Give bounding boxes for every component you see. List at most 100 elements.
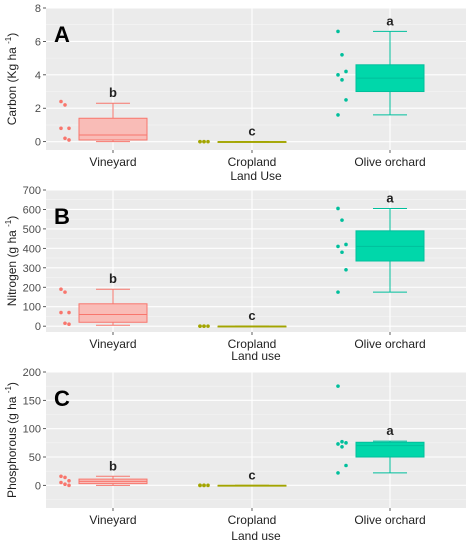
- data-point: [202, 324, 206, 328]
- y-tick-label: 200: [23, 367, 41, 379]
- data-point: [198, 324, 202, 328]
- data-point: [344, 441, 348, 445]
- y-tick-label: 0: [35, 321, 41, 333]
- panel-a: 0 2 4 6 8 b c a Vineyard Cropland Olive orchard Lan…: [4, 3, 466, 183]
- box-vineyard: [78, 475, 148, 486]
- y-tick-label: 8: [35, 3, 41, 15]
- panel-c: 0 50 100 150 200 b c a Vineyard Cropland Olive orc…: [4, 367, 466, 543]
- data-point: [63, 482, 67, 487]
- data-point: [340, 250, 344, 255]
- data-point: [59, 474, 63, 479]
- box-cropland: [217, 325, 287, 328]
- significance-letter: a: [386, 13, 394, 28]
- y-tick-label: 0: [35, 137, 41, 149]
- data-point: [344, 267, 348, 272]
- data-point: [344, 69, 348, 74]
- data-point: [344, 98, 348, 102]
- data-point: [206, 483, 210, 488]
- x-axis-label: Land use: [231, 349, 281, 363]
- data-point: [59, 310, 63, 315]
- data-point: [336, 73, 340, 77]
- y-axis-label: Carbon (Kg ha -1): [4, 33, 19, 126]
- box-olive-orchard: [355, 30, 425, 116]
- data-point: [336, 113, 340, 117]
- y-tick-label: 700: [23, 185, 41, 197]
- x-axis-label: Land Use: [230, 169, 282, 183]
- panel-letter: B: [54, 204, 70, 229]
- plot-background: [46, 372, 466, 508]
- significance-letter: a: [386, 190, 394, 205]
- panel-b: 0 100 200 300 400 500 600 700 b c a Vineyard Croplan…: [4, 185, 466, 363]
- panel-letter: C: [54, 386, 70, 411]
- data-point: [336, 384, 340, 388]
- x-tick-label: Olive orchard: [354, 513, 425, 527]
- y-tick-label: 100: [23, 424, 41, 436]
- x-tick-label: Vineyard: [89, 337, 136, 351]
- data-point: [336, 29, 340, 34]
- x-tick-label: Cropland: [228, 513, 277, 527]
- data-point: [67, 483, 71, 488]
- data-point: [340, 218, 344, 222]
- significance-letter: c: [248, 308, 255, 323]
- data-point: [206, 139, 210, 144]
- data-point: [344, 242, 348, 247]
- significance-letter: b: [109, 85, 117, 100]
- significance-letter: c: [248, 124, 255, 139]
- box-olive-orchard: [355, 207, 425, 293]
- data-point: [63, 290, 67, 294]
- y-tick-label: 200: [23, 282, 41, 294]
- x-tick-label: Cropland: [228, 337, 277, 351]
- data-point: [63, 321, 67, 326]
- data-point: [340, 439, 344, 444]
- data-point: [336, 290, 340, 294]
- significance-letter: b: [109, 271, 117, 286]
- data-point: [206, 324, 210, 328]
- box-iqr: [355, 441, 425, 458]
- data-point: [59, 126, 63, 131]
- data-point: [198, 483, 202, 488]
- significance-letter: c: [248, 467, 255, 482]
- data-point: [67, 126, 71, 131]
- y-tick-label: 0: [35, 480, 41, 492]
- y-tick-label: 100: [23, 302, 41, 314]
- data-point: [340, 52, 344, 57]
- data-point: [336, 244, 340, 249]
- data-point: [336, 442, 340, 446]
- y-tick-label: 4: [35, 70, 41, 82]
- data-point: [59, 99, 63, 104]
- data-point: [340, 445, 344, 449]
- box-cropland: [217, 484, 287, 487]
- data-point: [336, 471, 340, 475]
- y-axis-label: Phosphorous (g ha -1): [4, 382, 19, 498]
- data-point: [202, 483, 206, 488]
- box-olive-orchard: [355, 440, 425, 474]
- data-point: [67, 322, 71, 327]
- y-tick-label: 400: [23, 243, 41, 255]
- x-tick-label: Cropland: [228, 155, 277, 169]
- y-tick-label: 2: [35, 103, 41, 115]
- data-point: [344, 463, 348, 468]
- box-iqr: [78, 117, 148, 141]
- x-tick-label: Vineyard: [89, 513, 136, 527]
- box-vineyard: [78, 102, 148, 143]
- box-cropland: [217, 141, 287, 143]
- data-point: [340, 78, 344, 82]
- data-point: [67, 479, 71, 483]
- data-point: [198, 139, 202, 144]
- x-tick-label: Vineyard: [89, 155, 136, 169]
- y-tick-label: 500: [23, 224, 41, 236]
- x-axis-label: Land use: [231, 529, 281, 543]
- y-axis-label: Nitrogen (g ha -1): [4, 216, 19, 307]
- y-tick-label: 300: [23, 263, 41, 275]
- data-point: [67, 138, 71, 142]
- data-point: [59, 480, 63, 485]
- data-point: [336, 206, 340, 211]
- significance-letter: b: [109, 458, 117, 473]
- y-tick-label: 6: [35, 36, 41, 48]
- panel-letter: A: [54, 22, 70, 47]
- data-point: [63, 475, 67, 480]
- data-point: [67, 310, 71, 315]
- box-iqr: [78, 303, 148, 323]
- y-tick-label: 150: [23, 395, 41, 407]
